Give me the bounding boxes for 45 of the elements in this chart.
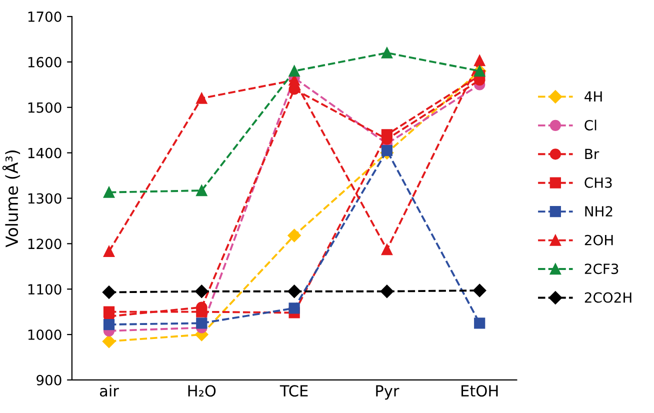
y-tick-label: 900 [36, 374, 62, 386]
point [288, 228, 301, 242]
point [103, 306, 115, 318]
point [381, 244, 393, 256]
y-tick-label: 1500 [28, 102, 62, 113]
point [102, 334, 116, 348]
legend-label: NH2 [585, 206, 612, 216]
y-tick-label: 1400 [28, 148, 62, 158]
x-tick-label: TCE [280, 385, 308, 397]
y-tick-label: 1700 [28, 11, 62, 22]
y-tick-label: 1600 [28, 56, 62, 68]
x-tick-label: air [100, 384, 119, 397]
legend-label: 2OH [584, 234, 613, 246]
y-axis-title: Volume (Å³) [2, 150, 20, 248]
y-tick-label: 1300 [28, 193, 62, 204]
point [102, 286, 116, 299]
point [196, 318, 208, 329]
legend-label: Cl [584, 120, 596, 130]
y-tick-label: 1100 [28, 284, 62, 295]
point [103, 246, 115, 257]
y-tick-label: 1000 [28, 330, 62, 340]
point [381, 47, 393, 58]
point [381, 129, 393, 140]
legend-label: 2CF3 [584, 264, 618, 274]
point [474, 318, 486, 329]
legend-label: 2CO2H [584, 292, 632, 303]
x-tick-label: H₂O [188, 385, 216, 397]
point [473, 284, 486, 298]
point [380, 284, 394, 298]
point [196, 92, 208, 104]
x-tick-label: EtOH [462, 385, 498, 397]
y-tick-label: 1200 [28, 238, 62, 250]
point [103, 318, 115, 330]
point [288, 284, 301, 298]
legend-label: CH3 [584, 177, 612, 188]
legend-label: 4H [584, 91, 602, 102]
point [288, 65, 300, 77]
point [196, 184, 208, 196]
point [195, 284, 208, 298]
point [288, 302, 300, 314]
point [196, 306, 208, 318]
point [474, 55, 486, 66]
point [103, 186, 115, 198]
x-tick-label: Pyr [376, 385, 400, 400]
legend-label: Br [585, 148, 600, 159]
